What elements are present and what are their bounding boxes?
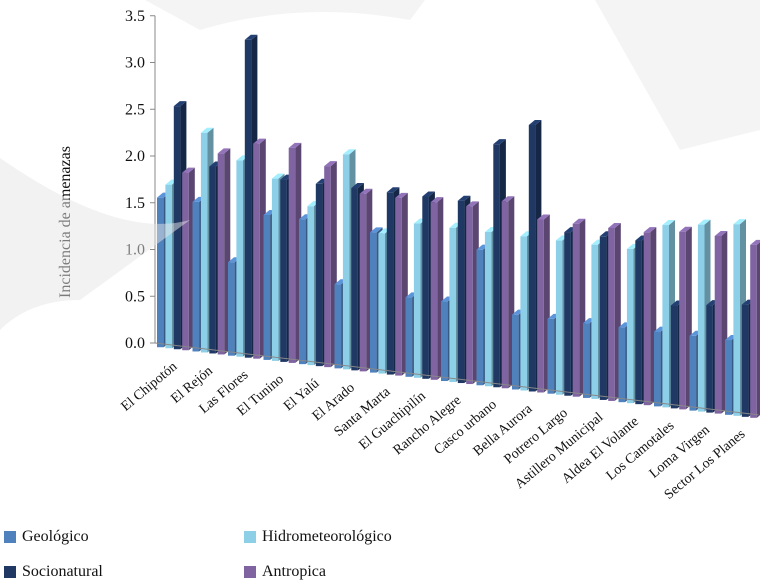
legend-item-geologico: Geológico (4, 528, 89, 546)
y-tick-label: 1.0 (125, 242, 145, 259)
y-axis-label: Incidencia de amenazas (57, 146, 74, 298)
legend-label: Antropica (262, 563, 326, 580)
legend-label: Geológico (22, 528, 89, 545)
legend-swatch (244, 531, 256, 543)
legend-swatch (244, 566, 256, 578)
legend-swatch (4, 531, 16, 543)
y-tick-label: 3.0 (125, 55, 145, 72)
legend-label: Hidrometeorológico (262, 528, 392, 545)
y-tick-label: 2.5 (125, 101, 145, 118)
y-tick-label: 3.5 (125, 8, 145, 25)
y-tick-label: 0.5 (125, 288, 145, 305)
legend-label: Socionatural (22, 563, 103, 580)
x-axis-line (154, 342, 759, 416)
plot-area (157, 34, 760, 418)
bar-antropica (750, 239, 760, 418)
x-tick-label: El Chipotón (119, 359, 181, 414)
legend-swatch (4, 566, 16, 578)
legend-item-antropica: Antropica (244, 563, 326, 581)
y-tick-label: 2.0 (125, 148, 145, 165)
y-tick-label: 0.0 (125, 335, 145, 352)
legend-item-hidrometeorologico: Hidrometeorológico (244, 528, 392, 546)
y-tick-label: 1.5 (125, 195, 145, 212)
legend-item-socionatural: Socionatural (4, 563, 103, 581)
